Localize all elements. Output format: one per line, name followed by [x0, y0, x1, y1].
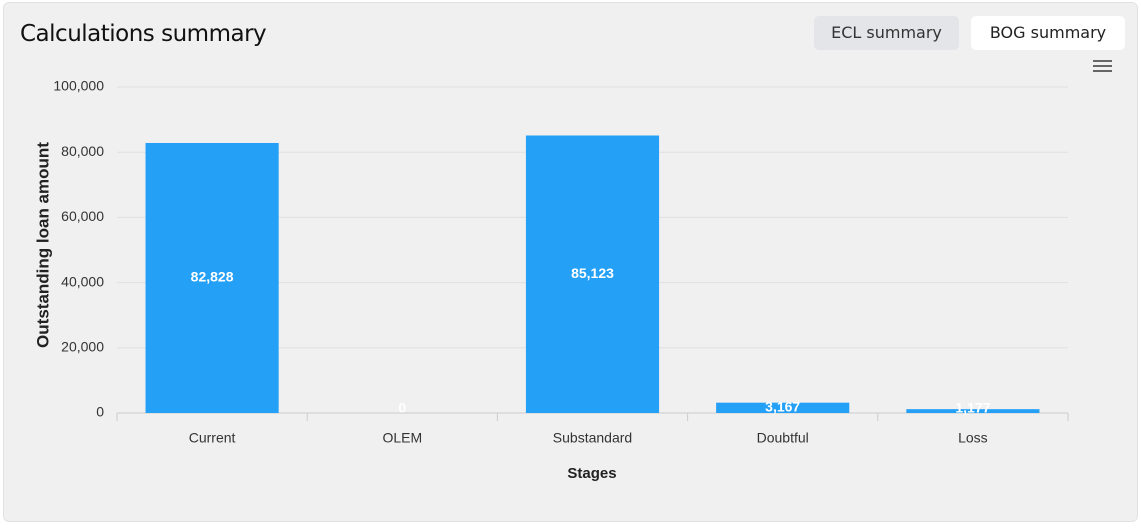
chart-title: Calculations summary — [20, 21, 267, 47]
x-tick-label: OLEM — [382, 430, 422, 446]
data-label: 82,828 — [191, 269, 234, 285]
y-tick-label: 80,000 — [61, 143, 104, 159]
menu-icon[interactable] — [1093, 60, 1112, 72]
bar — [525, 135, 660, 413]
x-tick-label: Doubtful — [757, 430, 809, 446]
bar — [145, 142, 279, 413]
x-tick-label: Substandard — [553, 430, 632, 446]
data-label: 1,177 — [955, 400, 990, 416]
y-tick-label: 20,000 — [61, 339, 104, 355]
x-tick-label: Loss — [958, 430, 988, 446]
y-tick-label: 60,000 — [61, 208, 104, 224]
y-tick-label: 100,000 — [53, 78, 104, 94]
y-tick-label: 0 — [96, 404, 104, 420]
ecl-button[interactable]: ECL summary — [814, 16, 959, 50]
x-axis-title: Stages — [567, 465, 616, 482]
bar — [716, 402, 850, 413]
bog-button[interactable]: BOG summary — [971, 16, 1125, 50]
data-label: 3,167 — [765, 399, 800, 415]
y-axis-title: Outstanding loan amount — [33, 142, 52, 348]
data-label: 85,123 — [571, 265, 614, 281]
data-label: 0 — [398, 400, 406, 416]
bar — [906, 409, 1040, 413]
y-tick-label: 40,000 — [61, 273, 104, 289]
x-tick-label: Current — [189, 430, 236, 446]
